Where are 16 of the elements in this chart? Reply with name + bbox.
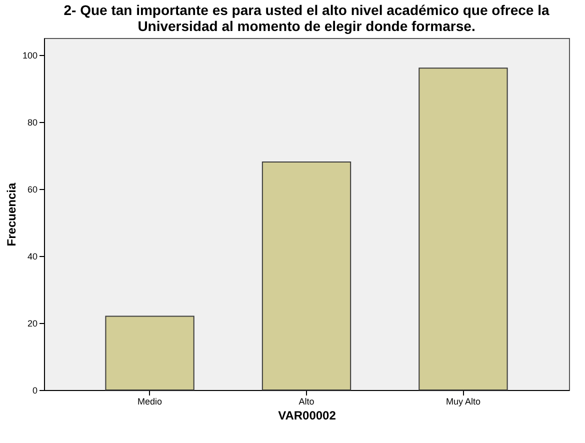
x-tick-label: Muy Alto (446, 396, 480, 406)
y-tick-label: 20 (27, 318, 38, 328)
text: 2- Que tan importante es para usted el alto nivel académico que ofrece la (64, 2, 550, 18)
x-axis-title: VAR00002 (278, 408, 336, 422)
x-tick-label: Alto (298, 396, 314, 406)
bar (418, 68, 508, 390)
text: Universidad al momento de elegir donde formarse. (138, 18, 476, 34)
bar (105, 316, 194, 390)
x-tick-label: Medio (138, 396, 162, 406)
bar (262, 162, 352, 390)
y-tick-label: 80 (27, 117, 38, 128)
y-tick-label: 40 (27, 251, 38, 262)
y-tick-label: 60 (27, 184, 38, 194)
y-tick-label: 100 (22, 50, 38, 60)
y-tick-label: 0 (32, 386, 38, 396)
y-axis-title: Frecuencia (4, 182, 18, 246)
